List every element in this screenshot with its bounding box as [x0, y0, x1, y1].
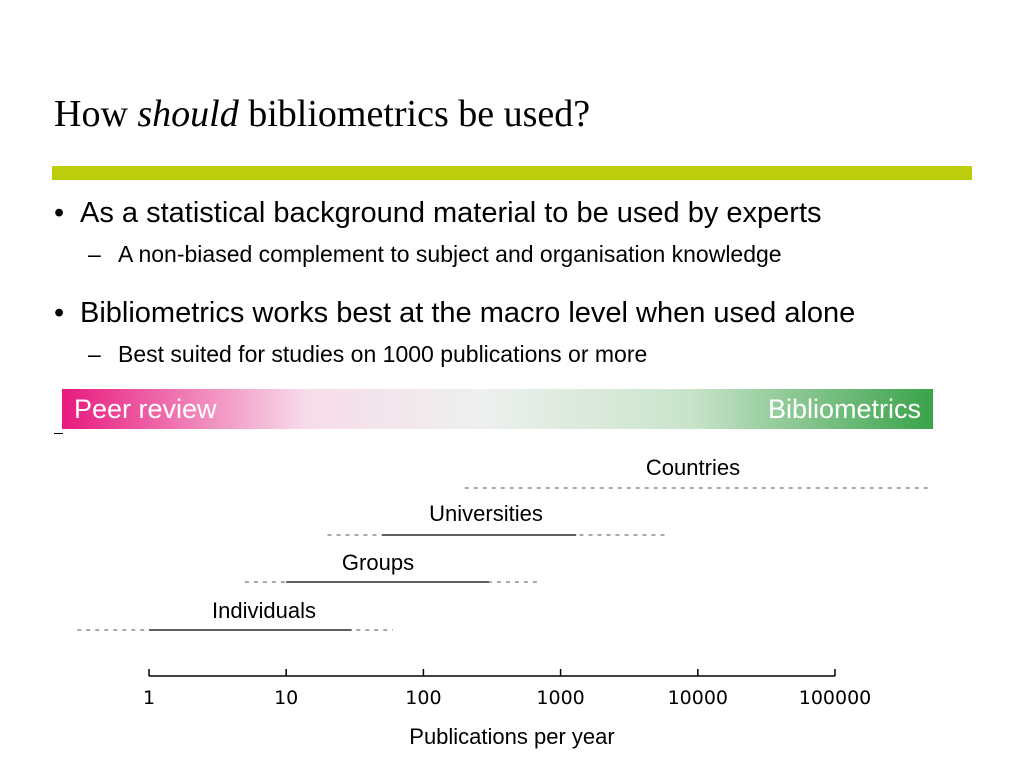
slide-title: How should bibliometrics be used? — [54, 92, 590, 136]
title-emphasis: should — [137, 93, 239, 135]
x-tick-label: 100000 — [799, 687, 872, 709]
x-tick-label: 10 — [274, 687, 298, 709]
bullet-2: • Bibliometrics works best at the macro … — [54, 296, 856, 330]
x-tick-label: 10000 — [668, 687, 728, 709]
bullet-marker: • — [54, 297, 65, 329]
peer-review-bibliometrics-gradient-band: Peer review Bibliometrics — [62, 389, 933, 429]
range-label-universities: Universities — [429, 501, 543, 526]
bullet-marker: • — [54, 197, 65, 229]
range-label-groups: Groups — [342, 550, 414, 575]
x-tick-label: 1 — [143, 687, 155, 709]
band-corner-mark — [54, 433, 63, 434]
band-left-label: Peer review — [74, 393, 217, 424]
band-right-label: Bibliometrics — [767, 393, 921, 424]
sub-bullet-2: – Best suited for studies on 1000 public… — [88, 340, 648, 368]
sub-bullet-marker: – — [88, 241, 101, 267]
sub-bullet-marker: – — [88, 341, 101, 367]
x-axis-title: Publications per year — [409, 724, 615, 749]
sub-bullet-1: – A non-biased complement to subject and… — [88, 240, 782, 268]
title-suffix: bibliometrics be used? — [238, 93, 591, 135]
sub-bullet-2-text: Best suited for studies on 1000 publicat… — [118, 341, 648, 367]
bullet-1-text: As a statistical background material to … — [80, 197, 822, 229]
x-tick-label: 1000 — [536, 687, 584, 709]
bullet-2-text: Bibliometrics works best at the macro le… — [80, 297, 856, 329]
x-tick-label: 100 — [405, 687, 441, 709]
title-accent-rule — [52, 166, 972, 180]
range-label-countries: Countries — [646, 455, 740, 480]
title-prefix: How — [54, 93, 138, 135]
range-label-individuals: Individuals — [212, 598, 316, 623]
bullet-1: • As a statistical background material t… — [54, 196, 822, 230]
sub-bullet-1-text: A non-biased complement to subject and o… — [118, 241, 782, 267]
